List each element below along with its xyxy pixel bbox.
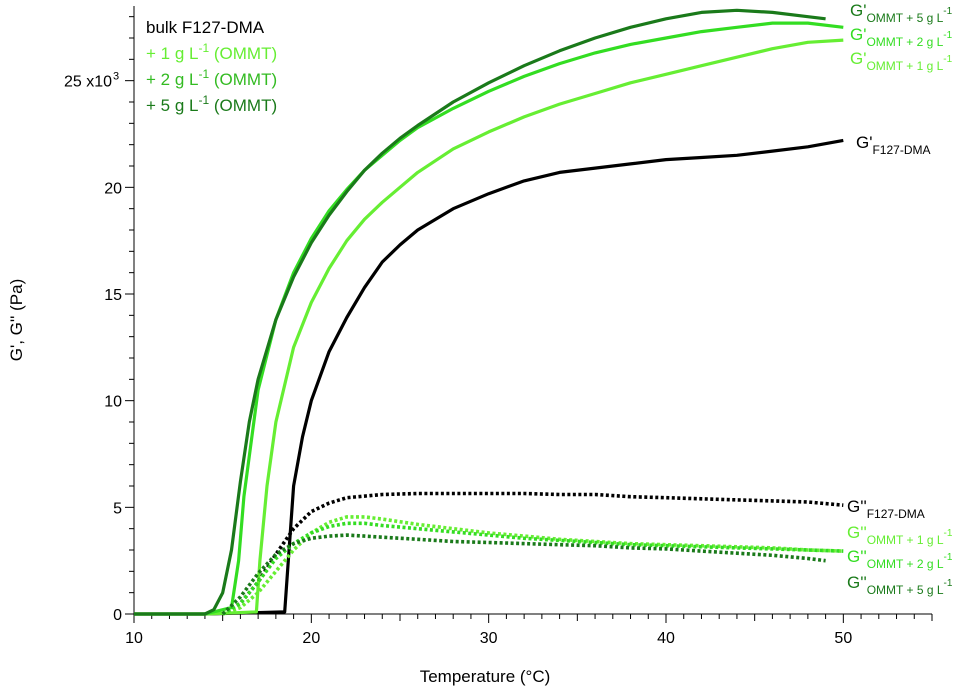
series-layer [134,8,844,616]
series-end-labels: G'F127-DMA G'OMMT + 1 g L-1G'OMMT + 2 g L… [847,1,953,597]
y-tick-label: 5 [113,500,122,517]
x-tick-label: 30 [480,630,498,647]
series-line-3 [134,21,844,616]
y-tick-label: 15 [104,287,122,304]
y-axis-title: G', G'' (Pa) [7,279,26,361]
legend-entry: + 1 g L-1 (OMMT) [146,41,277,63]
y-tick-exponent: 3 [113,71,119,83]
series-line-7 [221,521,844,616]
series-line-8 [221,533,826,616]
series-end-label: G'OMMT + 2 g L-1 [850,25,953,49]
legend: bulk F127-DMA + 1 g L-1 (OMMT) + 2 g L-1 (… [146,18,277,115]
series-line-4 [134,8,826,616]
x-axis-title: Temperature (°C) [420,667,551,686]
legend-entry: + 5 g L-1 (OMMT) [146,93,277,115]
y-tick-label: 10 [104,394,122,411]
x-tick-label: 20 [302,630,320,647]
series-end-label: G''OMMT + 2 g L-1 [847,547,953,571]
y-tick-label: 0 [113,607,122,624]
x-tick-label: 50 [834,630,852,647]
series-line-6 [222,515,844,616]
y-tick-label: 20 [104,180,122,197]
series-end-label: G''OMMT + 5 g L-1 [847,573,953,597]
axes: 10 20 30 40 50 0 5 10 15 20 25 x10 3 Temperature (°C… [7,6,933,686]
series-end-label: G''OMMT + 1 g L-1 [847,523,953,547]
series-line-1 [134,138,844,616]
legend-entry: bulk F127-DMA [146,18,265,37]
y-tick-label: 25 x10 [64,74,112,91]
x-tick-label: 40 [657,630,675,647]
series-end-label: G'OMMT + 1 g L-1 [850,49,953,73]
series-end-label: G'OMMT + 5 g L-1 [850,1,953,25]
legend-entry: + 2 g L-1 (OMMT) [146,67,277,89]
series-end-label: G'F127-DMA [856,133,930,157]
x-tick-label: 10 [125,630,143,647]
series-line-2 [134,38,844,616]
series-line-5 [221,491,844,616]
series-end-label: G''F127-DMA [847,497,925,521]
